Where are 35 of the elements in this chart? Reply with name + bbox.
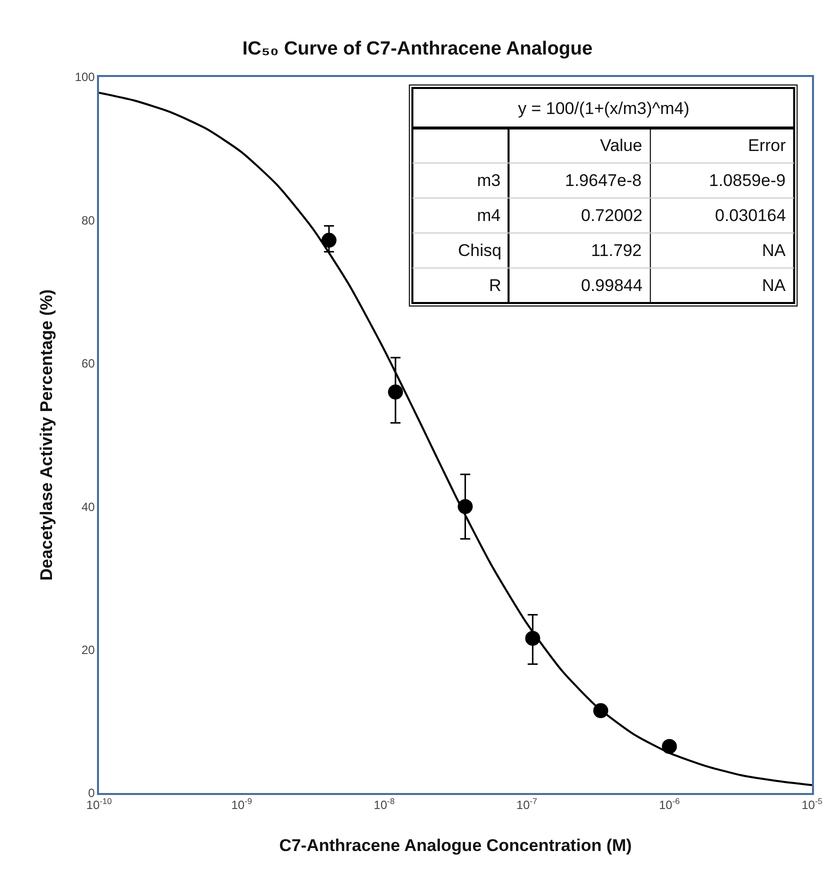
annotation: 1.9647e-8 — [565, 171, 642, 190]
y-tick-label: 40 — [81, 500, 96, 514]
point — [388, 384, 403, 400]
x-tick-label: 10$^{-9}$ — [231, 796, 252, 812]
x-tick-label: 10$^{-8}$ — [374, 796, 395, 812]
annotation: y = 100/(1+(x/m3)^m4) — [518, 99, 690, 118]
annotation: 11.792 — [591, 241, 642, 260]
point — [593, 703, 608, 718]
x-tick-label: 10$^{-7}$ — [516, 796, 538, 812]
x-tick-label: 10$^{-5}$ — [802, 796, 823, 812]
point — [662, 738, 677, 754]
line-series — [99, 92, 812, 786]
y-tick-label: 100 — [74, 70, 96, 84]
x-tick-label: 10$^{-6}$ — [658, 796, 680, 812]
annotation: Chisq — [458, 241, 502, 260]
annotation: Value — [600, 136, 642, 155]
annotation: Error — [748, 136, 786, 155]
point — [321, 232, 336, 248]
point — [525, 630, 540, 646]
y-tick-label: 20 — [81, 643, 96, 657]
annotation: 0.99844 — [581, 276, 642, 295]
y-axis-title: Deacetylase Activity Percentage (%) — [36, 289, 56, 581]
annotation: 0.72002 — [581, 206, 642, 225]
point — [458, 499, 473, 514]
annotation: m3 — [477, 171, 501, 190]
y-tick-label: 80 — [81, 213, 96, 228]
annotation: 0.030164 — [715, 206, 786, 225]
annotation: R — [489, 276, 502, 295]
x-axis-title: C7-Anthracene Analogue Concentration (M) — [279, 836, 632, 856]
chart-title: IC₅₀ Curve of C7-Anthracene Analogue — [242, 38, 593, 60]
y-tick-label: 60 — [81, 356, 96, 371]
annotation: m4 — [477, 206, 501, 225]
annotation: NA — [762, 276, 786, 295]
annotation: NA — [762, 241, 786, 260]
annotation: 1.0859e-9 — [709, 171, 786, 190]
